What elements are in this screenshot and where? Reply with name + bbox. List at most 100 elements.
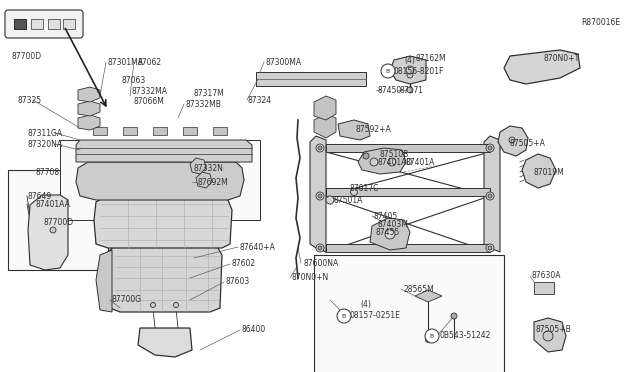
Text: (4): (4) <box>404 55 415 64</box>
Circle shape <box>426 337 431 343</box>
Polygon shape <box>78 87 100 102</box>
Bar <box>213 127 227 135</box>
Text: 28565M: 28565M <box>403 285 434 294</box>
Text: 87300MA: 87300MA <box>265 58 301 67</box>
Text: B: B <box>342 314 346 318</box>
Polygon shape <box>484 136 500 252</box>
Text: 08157-0251E: 08157-0251E <box>350 311 401 321</box>
Bar <box>63 19 75 29</box>
Circle shape <box>316 192 324 200</box>
Circle shape <box>509 137 515 143</box>
Text: 87317M: 87317M <box>194 89 225 97</box>
Bar <box>314 255 504 372</box>
Polygon shape <box>78 115 100 130</box>
Polygon shape <box>504 50 580 84</box>
Polygon shape <box>415 290 442 302</box>
Polygon shape <box>314 96 336 120</box>
Text: 87505+A: 87505+A <box>509 138 545 148</box>
Text: B: B <box>430 334 434 339</box>
Text: 87603: 87603 <box>226 278 250 286</box>
Bar <box>123 127 137 135</box>
Text: 87640+A: 87640+A <box>240 243 276 251</box>
Text: 87066M: 87066M <box>134 96 165 106</box>
Polygon shape <box>498 126 528 156</box>
Polygon shape <box>190 158 206 174</box>
Text: 87019M: 87019M <box>534 167 564 176</box>
Polygon shape <box>390 56 426 84</box>
Bar <box>31 19 43 29</box>
Text: 87171: 87171 <box>400 86 424 94</box>
Circle shape <box>385 229 395 239</box>
Circle shape <box>150 302 156 308</box>
Bar <box>534 282 554 294</box>
Text: 87332N: 87332N <box>194 164 224 173</box>
Circle shape <box>363 153 369 159</box>
Text: 87403M: 87403M <box>378 219 409 228</box>
Circle shape <box>316 244 324 252</box>
Text: 0B543-51242: 0B543-51242 <box>439 331 490 340</box>
Polygon shape <box>522 154 556 188</box>
Bar <box>153 127 167 135</box>
Text: 87630A: 87630A <box>532 272 561 280</box>
Text: 87332MB: 87332MB <box>185 99 221 109</box>
Text: 87455: 87455 <box>376 228 400 237</box>
Bar <box>48 19 60 29</box>
Circle shape <box>406 66 414 74</box>
Bar <box>14 19 26 29</box>
Polygon shape <box>358 148 406 174</box>
Circle shape <box>388 158 396 166</box>
Circle shape <box>407 72 413 78</box>
Circle shape <box>318 194 322 198</box>
Text: 87501A: 87501A <box>333 196 362 205</box>
Text: 87324: 87324 <box>248 96 272 105</box>
Circle shape <box>543 331 553 341</box>
Circle shape <box>50 227 56 233</box>
Text: 87320NA: 87320NA <box>27 140 62 148</box>
Polygon shape <box>326 188 490 196</box>
Polygon shape <box>314 114 336 138</box>
Circle shape <box>486 244 494 252</box>
Text: 08156-8201F: 08156-8201F <box>394 67 444 76</box>
Polygon shape <box>76 140 252 162</box>
Text: R870016E: R870016E <box>581 17 620 26</box>
Polygon shape <box>28 195 68 270</box>
Text: 87405: 87405 <box>374 212 398 221</box>
Text: 87600NA: 87600NA <box>303 259 339 267</box>
Polygon shape <box>108 244 222 312</box>
Polygon shape <box>138 328 192 357</box>
Polygon shape <box>96 250 112 312</box>
Circle shape <box>318 246 322 250</box>
Text: 87063: 87063 <box>122 76 147 84</box>
Circle shape <box>326 196 334 204</box>
Text: B: B <box>386 68 390 74</box>
Text: 870N0+N: 870N0+N <box>291 273 328 282</box>
Text: 87162M: 87162M <box>415 54 445 62</box>
Circle shape <box>407 87 413 93</box>
Text: 87505+B: 87505+B <box>536 324 572 334</box>
Text: 87401AA: 87401AA <box>36 199 71 208</box>
Text: 87700G: 87700G <box>112 295 142 305</box>
Text: 87062: 87062 <box>137 58 161 67</box>
Text: 870N0+T: 870N0+T <box>543 54 579 62</box>
Bar <box>14 19 26 29</box>
Text: 87700D: 87700D <box>44 218 74 227</box>
Text: 87592+A: 87592+A <box>356 125 392 134</box>
Circle shape <box>370 158 378 166</box>
Circle shape <box>486 192 494 200</box>
Polygon shape <box>338 120 370 140</box>
Circle shape <box>488 194 492 198</box>
Text: 87649: 87649 <box>27 192 51 201</box>
Polygon shape <box>76 162 244 200</box>
Text: 87401AD: 87401AD <box>377 157 412 167</box>
Text: 87692M: 87692M <box>198 177 228 186</box>
Text: 87332MA: 87332MA <box>132 87 168 96</box>
Text: 87510B: 87510B <box>380 150 409 158</box>
Polygon shape <box>94 196 232 248</box>
Circle shape <box>488 246 492 250</box>
Circle shape <box>425 329 439 343</box>
Text: 87017C: 87017C <box>349 183 378 192</box>
Circle shape <box>316 144 324 152</box>
Circle shape <box>381 64 395 78</box>
Polygon shape <box>534 318 566 352</box>
Bar <box>60 140 260 220</box>
